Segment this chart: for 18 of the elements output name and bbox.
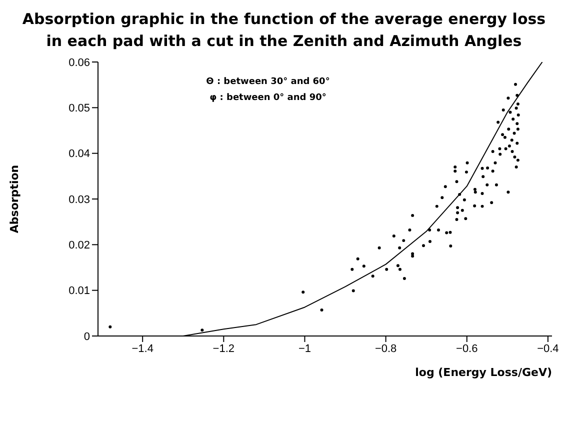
y-tick-label: 0.02 — [68, 240, 90, 252]
x-axis-title: log (Energy Loss/GeV) — [415, 366, 552, 379]
y-tick-label: 0.01 — [68, 285, 90, 298]
x-tick-label: −0.4 — [537, 342, 559, 355]
y-tick-label: 0.05 — [68, 102, 90, 115]
chart-title: Absorption graphic in the function of the average energy loss in each pad with a cut in the Zenith and Azimuth Angles — [21, 9, 547, 52]
y-tick-label: 0.06 — [68, 56, 90, 69]
x-tick-label: −0.6 — [456, 342, 478, 355]
x-tick-label: −1 — [298, 342, 312, 355]
x-tick-label: −1.2 — [212, 342, 235, 355]
y-tick-label: 0 — [84, 330, 90, 343]
y-tick-label: 0.04 — [68, 148, 90, 160]
y-axis-title: Absorption — [8, 164, 21, 234]
annotation: φ : between 0° and 90° — [208, 92, 328, 105]
y-tick-label: 0.03 — [68, 194, 90, 206]
annotation: Θ : between 30° and 60° — [205, 76, 331, 89]
x-tick-label: −0.8 — [374, 342, 397, 355]
x-tick-label: −1.4 — [132, 342, 154, 355]
